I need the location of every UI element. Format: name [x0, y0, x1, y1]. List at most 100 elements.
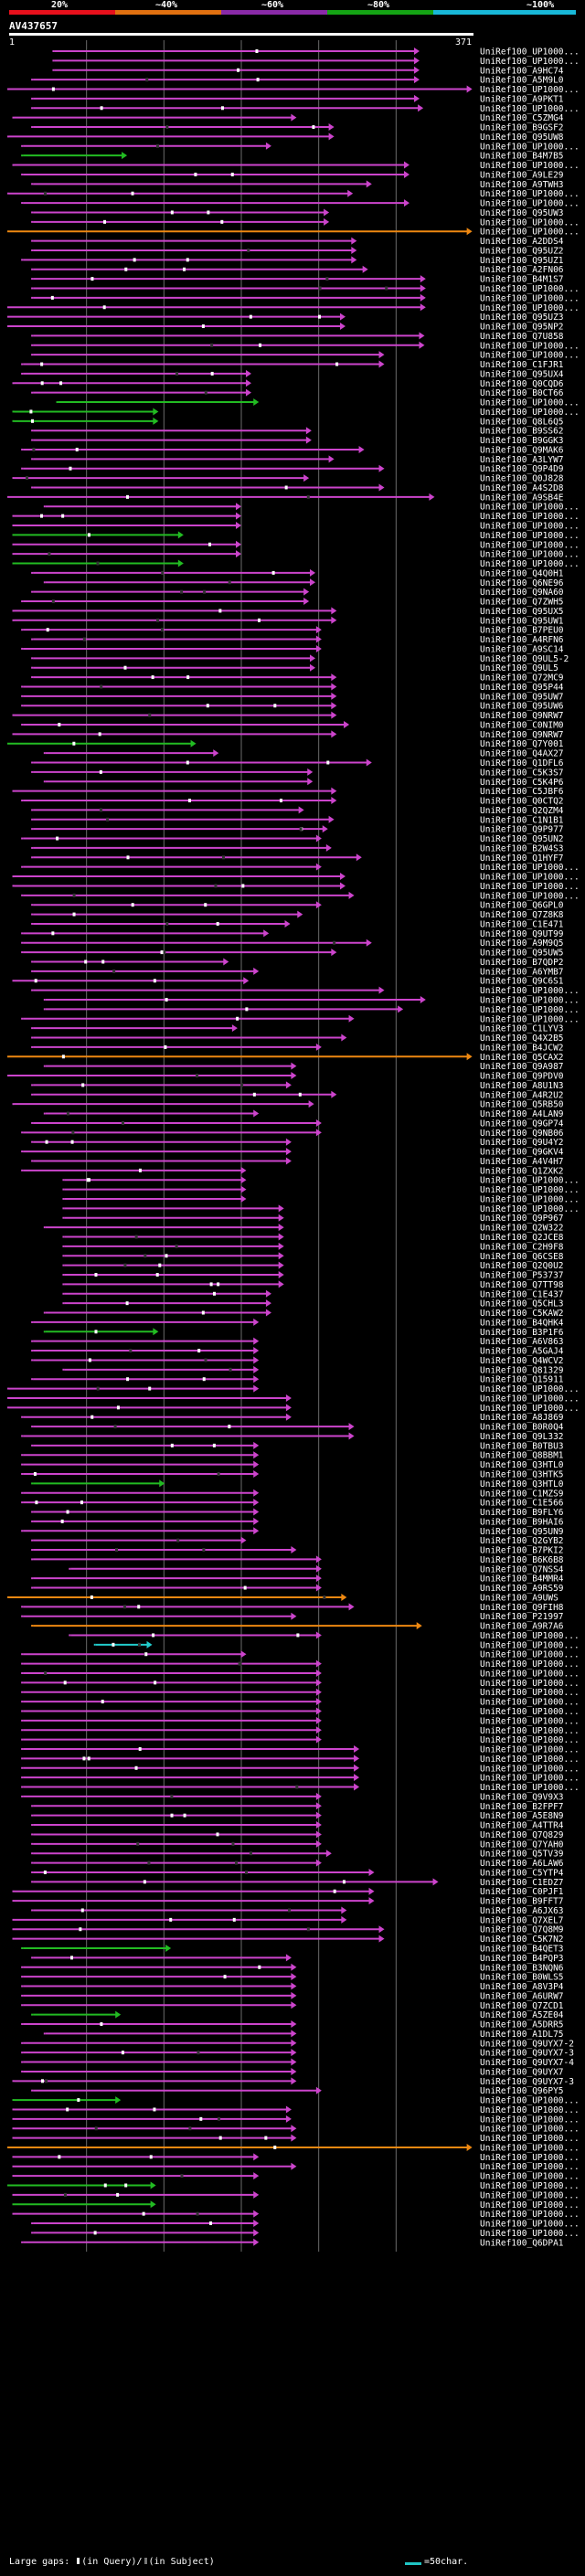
hit-label[interactable]: UniRef100_UP1000...: [480, 1384, 580, 1394]
hit-label[interactable]: UniRef100_UP1000...: [480, 1194, 580, 1204]
hit-label[interactable]: UniRef100_Q72MC9: [480, 673, 564, 684]
hit-label[interactable]: UniRef100_Q1HYF7: [480, 853, 564, 864]
hit-label[interactable]: UniRef100_B9GSF2: [480, 123, 564, 133]
hit-label[interactable]: UniRef100_Q9MAK6: [480, 445, 564, 455]
hit-label[interactable]: UniRef100_Q95P44: [480, 683, 564, 693]
hit-label[interactable]: UniRef100_UP1000...: [480, 891, 580, 901]
hit-label[interactable]: UniRef100_Q7Z8K8: [480, 910, 564, 920]
hit-label[interactable]: UniRef100_UP1000...: [480, 1698, 580, 1708]
hit-label[interactable]: UniRef100_Q95UN9: [480, 1527, 564, 1537]
hit-label[interactable]: UniRef100_UP1000...: [480, 1735, 580, 1745]
hit-label[interactable]: UniRef100_C1E471: [480, 919, 564, 929]
hit-label[interactable]: UniRef100_Q9NRW7: [480, 730, 564, 740]
hit-label[interactable]: UniRef100_Q9GP74: [480, 1118, 564, 1129]
hit-label[interactable]: UniRef100_A9LE29: [480, 170, 564, 180]
hit-label[interactable]: UniRef100_Q95UZ3: [480, 313, 564, 323]
hit-label[interactable]: UniRef100_Q0J828: [480, 474, 564, 484]
hit-label[interactable]: UniRef100_P53737: [480, 1271, 564, 1281]
hit-label[interactable]: UniRef100_Q4WCV2: [480, 1356, 564, 1366]
hit-label[interactable]: UniRef100_UP1000...: [480, 351, 580, 361]
hit-label[interactable]: UniRef100_UP1000...: [480, 1014, 580, 1024]
hit-label[interactable]: UniRef100_UP1000...: [480, 1669, 580, 1679]
hit-label[interactable]: UniRef100_B9SS62: [480, 427, 564, 437]
hit-label[interactable]: UniRef100_Q4X2B5: [480, 1034, 564, 1044]
hit-label[interactable]: UniRef100_C0PJF1: [480, 1887, 564, 1897]
hit-label[interactable]: UniRef100_UP1000...: [480, 104, 580, 114]
hit-label[interactable]: UniRef100_C5K4P6: [480, 778, 564, 788]
hit-label[interactable]: UniRef100_UP1000...: [480, 512, 580, 522]
hit-label[interactable]: UniRef100_UP1000...: [480, 503, 580, 513]
hit-label[interactable]: UniRef100_UP1000...: [480, 2162, 580, 2172]
hit-label[interactable]: UniRef100_B2FPF7: [480, 1802, 564, 1812]
hit-label[interactable]: UniRef100_Q95UW7: [480, 692, 564, 702]
hit-label[interactable]: UniRef100_Q8BBM1: [480, 1451, 564, 1461]
hit-label[interactable]: UniRef100_UP1000...: [480, 1650, 580, 1660]
hit-label[interactable]: UniRef100_A4R2U2: [480, 1090, 564, 1100]
hit-label[interactable]: UniRef100_C1MZS9: [480, 1489, 564, 1499]
hit-label[interactable]: UniRef100_UP1000...: [480, 1204, 580, 1214]
hit-label[interactable]: UniRef100_Q9UYX7-2: [480, 2039, 574, 2049]
hit-label[interactable]: UniRef100_B9GGK3: [480, 436, 564, 446]
hit-label[interactable]: UniRef100_Q3HTK5: [480, 1470, 564, 1480]
hit-label[interactable]: UniRef100_Q95UZ1: [480, 256, 564, 266]
hit-label[interactable]: UniRef100_Q6CSE8: [480, 1252, 564, 1262]
hit-label[interactable]: UniRef100_UP1000...: [480, 293, 580, 303]
hit-label[interactable]: UniRef100_Q3HTL0: [480, 1479, 564, 1489]
hit-label[interactable]: UniRef100_B7PKI2: [480, 1546, 564, 1556]
hit-label[interactable]: UniRef100_A6URW7: [480, 1991, 564, 2001]
hit-label[interactable]: UniRef100_B4QHK4: [480, 1318, 564, 1328]
hit-label[interactable]: UniRef100_Q7Y001: [480, 739, 564, 749]
hit-label[interactable]: UniRef100_UP1000...: [480, 1783, 580, 1793]
hit-label[interactable]: UniRef100_UP1000...: [480, 2190, 580, 2200]
hit-label[interactable]: UniRef100_Q4AX27: [480, 749, 564, 759]
hit-label[interactable]: UniRef100_Q2JCE8: [480, 1233, 564, 1243]
hit-label[interactable]: UniRef100_Q6GPL0: [480, 901, 564, 911]
hit-label[interactable]: UniRef100_Q7Q8M9: [480, 1925, 564, 1935]
hit-label[interactable]: UniRef100_A9UWS: [480, 1593, 558, 1603]
hit-label[interactable]: UniRef100_A4S2D8: [480, 483, 564, 493]
hit-label[interactable]: UniRef100_UP1000...: [480, 142, 580, 152]
hit-label[interactable]: UniRef100_A4RFN6: [480, 635, 564, 645]
hit-label[interactable]: UniRef100_Q4Q0H1: [480, 568, 564, 578]
hit-label[interactable]: UniRef100_UP1000...: [480, 2125, 580, 2135]
hit-label[interactable]: UniRef100_C1N1B1: [480, 815, 564, 825]
hit-label[interactable]: UniRef100_A5ZE04: [480, 2010, 564, 2020]
hit-label[interactable]: UniRef100_Q9UL5: [480, 663, 558, 673]
hit-label[interactable]: UniRef100_C1E566: [480, 1499, 564, 1509]
hit-label[interactable]: UniRef100_C5JBF6: [480, 787, 564, 797]
hit-label[interactable]: UniRef100_UP1000...: [480, 2153, 580, 2163]
hit-label[interactable]: UniRef100_Q6NE96: [480, 578, 564, 588]
hit-label[interactable]: UniRef100_Q5CHL3: [480, 1299, 564, 1309]
hit-label[interactable]: UniRef100_Q9P4D9: [480, 464, 564, 474]
hit-label[interactable]: UniRef100_B4M1S7: [480, 275, 564, 285]
hit-label[interactable]: UniRef100_Q2W322: [480, 1224, 564, 1234]
hit-label[interactable]: UniRef100_UP1000...: [480, 228, 580, 238]
hit-label[interactable]: UniRef100_UP1000...: [480, 284, 580, 294]
hit-label[interactable]: UniRef100_C1LYV3: [480, 1024, 564, 1034]
hit-label[interactable]: UniRef100_A4LAN9: [480, 1109, 564, 1119]
hit-label[interactable]: UniRef100_UP1000...: [480, 1745, 580, 1755]
hit-label[interactable]: UniRef100_UP1000...: [480, 199, 580, 209]
hit-label[interactable]: UniRef100_Q9NB06: [480, 1129, 564, 1139]
hit-label[interactable]: UniRef100_UP1000...: [480, 2105, 580, 2115]
hit-label[interactable]: UniRef100_A5M9L0: [480, 76, 564, 86]
hit-label[interactable]: UniRef100_Q3HTL0: [480, 1460, 564, 1470]
hit-label[interactable]: UniRef100_B0TBU3: [480, 1441, 564, 1451]
hit-label[interactable]: UniRef100_A5DRR5: [480, 2020, 564, 2030]
hit-label[interactable]: UniRef100_UP1000...: [480, 863, 580, 873]
hit-label[interactable]: UniRef100_A5GAJ4: [480, 1347, 564, 1357]
hit-label[interactable]: UniRef100_Q9UYX7: [480, 2067, 564, 2077]
hit-label[interactable]: UniRef100_UP1000...: [480, 189, 580, 199]
hit-label[interactable]: UniRef100_Q9NRW7: [480, 711, 564, 721]
hit-label[interactable]: UniRef100_Q15911: [480, 1375, 564, 1385]
hit-label[interactable]: UniRef100_B9HAI6: [480, 1517, 564, 1527]
hit-label[interactable]: UniRef100_UP1000...: [480, 2096, 580, 2106]
hit-label[interactable]: UniRef100_B0R0Q4: [480, 1423, 564, 1433]
hit-label[interactable]: UniRef100_UP1000...: [480, 398, 580, 408]
hit-label[interactable]: UniRef100_Q8L6Q5: [480, 417, 564, 427]
hit-label[interactable]: UniRef100_Q9P967: [480, 1214, 564, 1224]
hit-label[interactable]: UniRef100_UP1000...: [480, 2172, 580, 2182]
hit-label[interactable]: UniRef100_C5KAW2: [480, 1309, 564, 1319]
hit-label[interactable]: UniRef100_A9TWH3: [480, 180, 564, 190]
hit-label[interactable]: UniRef100_C5ZMG4: [480, 113, 564, 123]
